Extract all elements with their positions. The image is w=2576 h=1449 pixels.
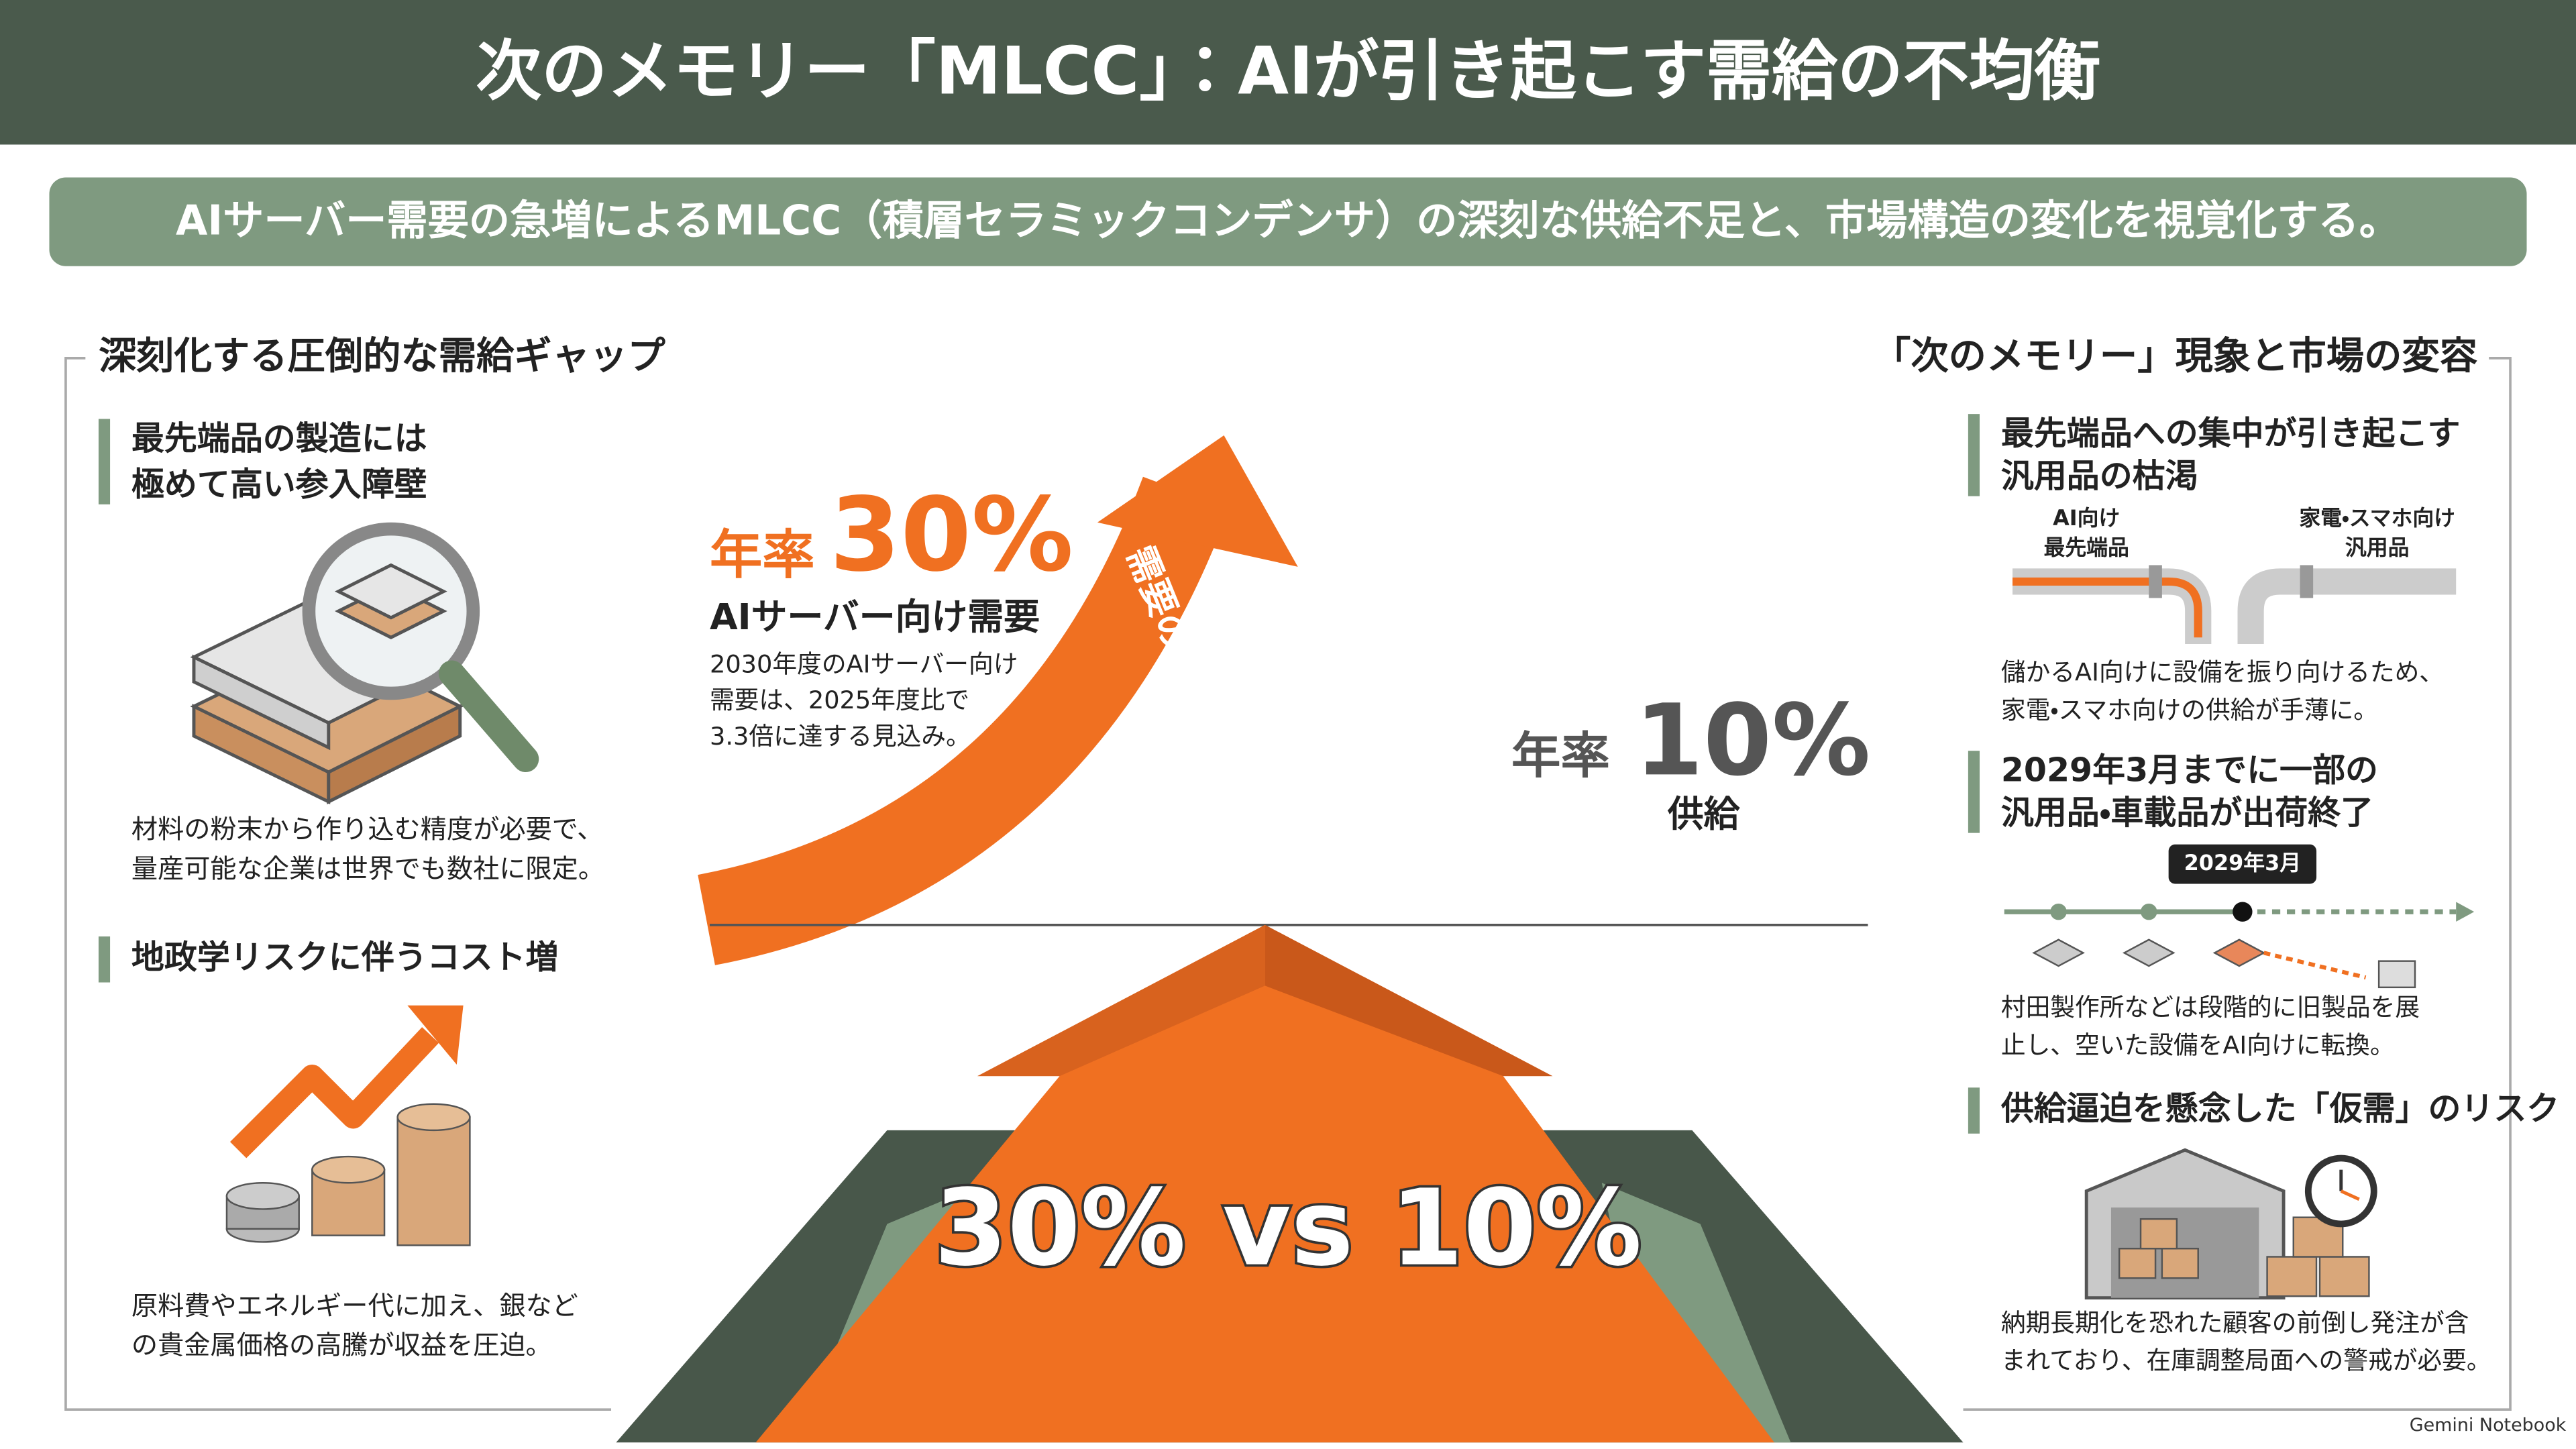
- item-title: 極めて高い参入障壁: [131, 465, 427, 503]
- accent-bar: [98, 419, 111, 504]
- item-text: 原料費やエネルギー代に加え、銀など: [131, 1291, 578, 1322]
- pipe-label: 家電・スマホ向け: [2299, 505, 2455, 531]
- demand-rate: 30%: [830, 476, 1073, 594]
- footer: Gemini Notebook: [2410, 1415, 2567, 1436]
- timeline: [2004, 902, 2475, 989]
- pipe-label: 汎用品: [2345, 535, 2410, 560]
- item-text: 家電・スマホ向けの供給が手薄に。: [2001, 696, 2378, 724]
- accent-bar: [1968, 414, 1980, 496]
- badge: [2168, 844, 2317, 884]
- item-title: 最先端品の製造には: [131, 419, 427, 458]
- item-text: 納期長期化を恐れた顧客の前倒し発注が含: [2001, 1308, 2469, 1337]
- left-frame: [64, 357, 612, 1411]
- item-title: 2029年3月までに一部の: [2001, 751, 2378, 790]
- item-text: 量産可能な企業は世界でも数社に限定。: [131, 854, 604, 884]
- item-text: 村田製作所などは段階的に旧製品を展: [2001, 993, 2420, 1022]
- right-frame: [1963, 357, 2512, 1411]
- item-title: 汎用品・車載品が出荷終了: [2001, 794, 2373, 832]
- demand-note: 需要は、2025年度比で: [710, 686, 969, 714]
- left-heading: 深刻化する圧倒的な需給ギャップ: [99, 335, 665, 378]
- supply-rate: 10%: [1635, 683, 1871, 798]
- demand-prefix: 年率: [710, 525, 815, 586]
- header-bar: [0, 0, 2576, 145]
- cost-icon: [225, 1005, 471, 1246]
- comparison: 30% vs 10%: [934, 1167, 1642, 1289]
- item-title: 地政学リスクに伴うコスト増: [131, 938, 559, 977]
- supply-label: 供給: [1668, 793, 1741, 835]
- subtitle: AIサーバー需要の急増によるMLCC（積層セラミックコンデンサ）の深刻な供給不足…: [176, 197, 2400, 245]
- supply-prefix: 年率: [1511, 727, 1610, 784]
- accent-bar: [1968, 1087, 1980, 1134]
- item-title: 最先端品への集中が引き起こす: [2001, 414, 2461, 452]
- pipe-label: 最先端品: [2044, 535, 2129, 560]
- demand-label: AIサーバー向け需要: [710, 596, 1040, 638]
- gap-illustration: [616, 924, 1964, 1443]
- item-text: の貴金属価格の高騰が収益を圧迫。: [131, 1331, 552, 1361]
- accent-bar: [1968, 751, 1980, 833]
- demand-note: 2030年度のAIサーバー向け: [710, 649, 1018, 678]
- mlcc-icon: [190, 522, 539, 805]
- demand-arrowhead: [1097, 435, 1298, 567]
- badge-label: 2029年3月: [2184, 850, 2301, 875]
- subtitle-box: [49, 177, 2527, 266]
- item-title: 供給逼迫を懸念した「仮需」のリスク: [2001, 1089, 2559, 1128]
- accent-bar: [98, 936, 111, 983]
- item-text: 儲かるAI向けに設備を振り向けるため、: [2001, 658, 2444, 687]
- item-text: まれており、在庫調整局面への警戒が必要。: [2001, 1346, 2491, 1375]
- title: 次のメモリー「MLCC」：AIが引き起こす需給の不均衡: [476, 34, 2100, 110]
- item-title: 汎用品の枯渇: [2001, 457, 2198, 495]
- demand-arrow: [698, 476, 1230, 965]
- warehouse-icon: [2084, 1148, 2377, 1300]
- pipe-icon: [2012, 565, 2457, 644]
- pipe-label: AI向け: [2053, 505, 2120, 531]
- demand-note: 3.3倍に達する見込み。: [710, 722, 971, 751]
- item-text: 材料の粉末から作り込む精度が必要で、: [131, 815, 604, 845]
- right-heading: 「次のメモリー」現象と市場の変容: [1873, 335, 2477, 378]
- item-text: 止し、空いた設備をAI向けに転換。: [2001, 1031, 2395, 1060]
